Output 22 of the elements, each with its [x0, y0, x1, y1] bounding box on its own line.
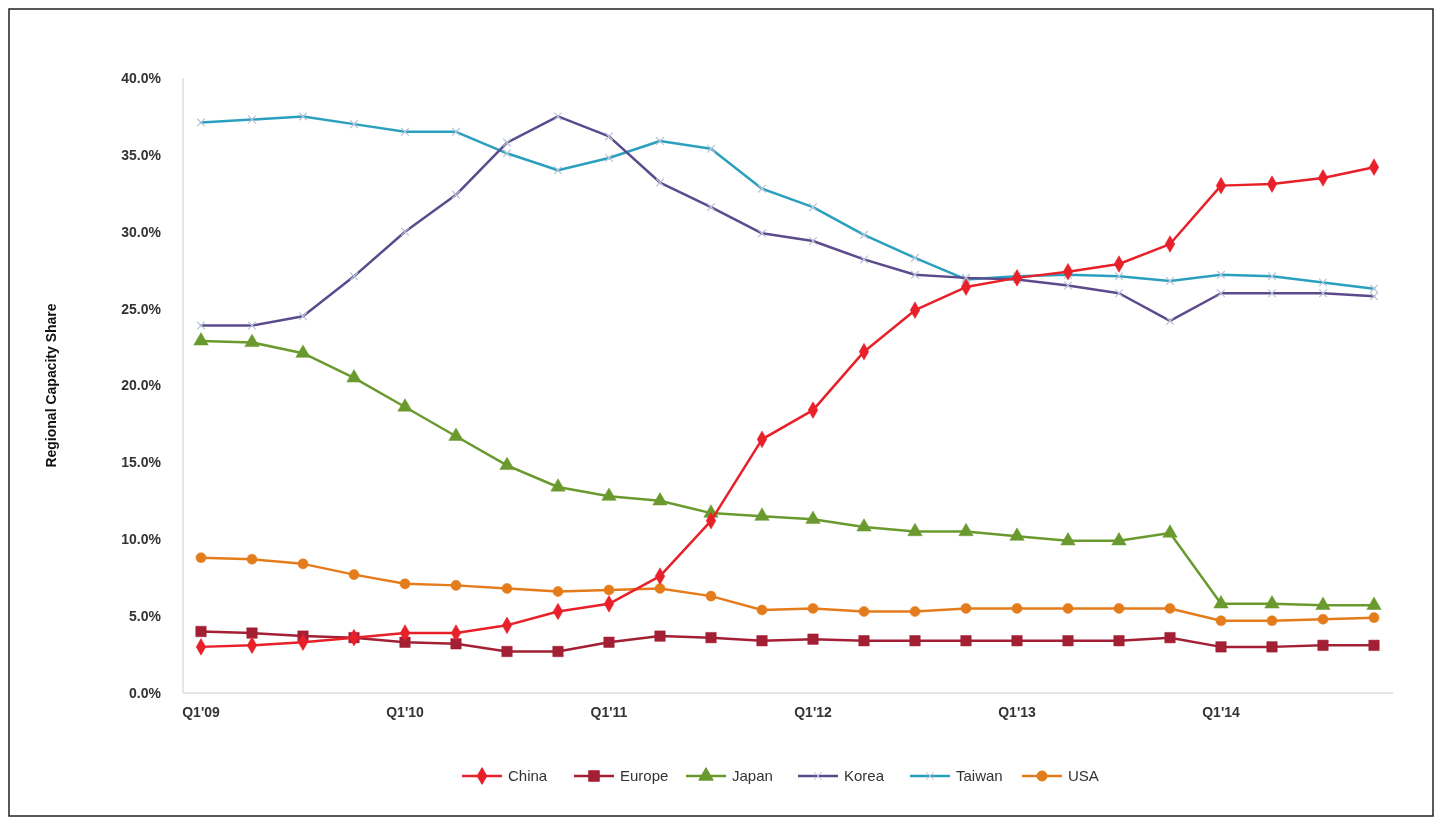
- y-tick-label: 30.0%: [121, 223, 162, 240]
- legend-label: China: [508, 767, 548, 785]
- x-tick-label: Q1'09: [182, 704, 220, 720]
- legend-label: Korea: [844, 767, 885, 785]
- y-tick-label: 40.0%: [121, 69, 162, 86]
- y-tick-label: 0.0%: [129, 684, 162, 701]
- y-axis-title: Regional Capacity Share: [43, 303, 59, 468]
- legend-label: USA: [1068, 767, 1099, 785]
- legend-label: Taiwan: [956, 767, 1003, 785]
- y-tick-label: 5.0%: [129, 608, 162, 625]
- y-tick-label: 10.0%: [121, 531, 162, 548]
- y-tick-label: 35.0%: [121, 146, 162, 163]
- y-tick-label: 25.0%: [121, 300, 162, 317]
- x-tick-label: Q1'13: [998, 704, 1036, 720]
- x-tick-label: Q1'10: [386, 704, 424, 720]
- x-tick-label: Q1'11: [590, 704, 628, 720]
- legend-label: Europe: [620, 767, 669, 785]
- x-tick-label: Q1'12: [794, 704, 832, 720]
- y-tick-label: 15.0%: [121, 454, 162, 471]
- x-tick-label: Q1'14: [1202, 704, 1240, 720]
- y-tick-label: 20.0%: [121, 377, 162, 394]
- legend-label: Japan: [732, 767, 773, 785]
